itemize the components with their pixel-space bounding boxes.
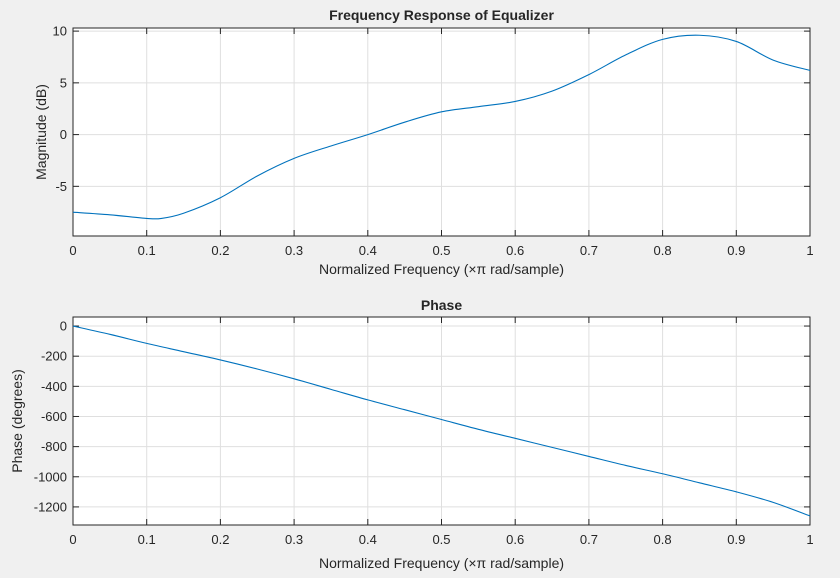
mag-data-point xyxy=(551,91,552,92)
mag-data-point xyxy=(72,212,73,213)
phase-data-point xyxy=(330,389,331,390)
phase-ytick-label: -1200 xyxy=(34,499,67,514)
mag-data-point xyxy=(588,74,589,75)
phase-xtick-label: 1 xyxy=(806,532,813,547)
phase-data-point xyxy=(109,334,110,335)
mag-data-point xyxy=(515,101,516,102)
mag-xtick-label: 0.3 xyxy=(285,243,303,258)
mag-xtick-label: 0.6 xyxy=(506,243,524,258)
mag-ytick-label: 5 xyxy=(60,75,67,90)
phase-data-point xyxy=(183,351,184,352)
phase-data-point xyxy=(441,419,442,420)
phase-data-point xyxy=(588,456,589,457)
mag-data-point xyxy=(257,175,258,176)
mag-xtick-label: 0.1 xyxy=(138,243,156,258)
mag-data-point xyxy=(294,158,295,159)
phase-ytick-label: -600 xyxy=(41,409,67,424)
mag-xtick-label: 1 xyxy=(806,243,813,258)
phase-xtick-label: 0.5 xyxy=(432,532,450,547)
mag-data-point xyxy=(662,39,663,40)
phase-data-point xyxy=(404,409,405,410)
phase-data-point xyxy=(662,473,663,474)
phase-xtick-label: 0.7 xyxy=(580,532,598,547)
mag-ytick-label: 0 xyxy=(60,127,67,142)
mag-xtick-label: 0.9 xyxy=(727,243,745,258)
mag-xtick-label: 0 xyxy=(69,243,76,258)
mag-xtick-label: 0.5 xyxy=(432,243,450,258)
phase-xtick-label: 0.4 xyxy=(359,532,377,547)
phase-xtick-label: 0.8 xyxy=(654,532,672,547)
mag-data-point xyxy=(441,111,442,112)
mag-data-point xyxy=(367,134,368,135)
phase-ytick-label: -1000 xyxy=(34,469,67,484)
phase-xtick-label: 0.3 xyxy=(285,532,303,547)
mag-data-point xyxy=(809,70,810,71)
phase-data-point xyxy=(146,343,147,344)
phase-xtick-label: 0.9 xyxy=(727,532,745,547)
phase-series-line xyxy=(72,325,811,517)
phase-data-point xyxy=(367,399,368,400)
mag-data-point xyxy=(478,106,479,107)
phase-chart-title: Phase xyxy=(421,297,462,313)
mag-data-point xyxy=(109,214,110,215)
phase-data-point xyxy=(478,429,479,430)
phase-data-point xyxy=(220,359,221,360)
phase-data-point xyxy=(551,447,552,448)
mag-ytick-label: -5 xyxy=(55,179,67,194)
phase-y-axis-label: Phase (degrees) xyxy=(9,369,25,473)
mag-data-point xyxy=(330,145,331,146)
mag-xtick-label: 0.7 xyxy=(580,243,598,258)
phase-data-point xyxy=(257,368,258,369)
mag-data-point xyxy=(161,218,162,219)
phase-data-point xyxy=(625,465,626,466)
phase-ytick-label: -400 xyxy=(41,379,67,394)
phase-xtick-label: 0.1 xyxy=(138,532,156,547)
phase-ytick-label: 0 xyxy=(60,319,67,334)
mag-data-point xyxy=(220,197,221,198)
mag-data-point xyxy=(736,41,737,42)
mag-data-point xyxy=(183,213,184,214)
phase-xtick-label: 0.6 xyxy=(506,532,524,547)
mag-data-point xyxy=(625,54,626,55)
mag-y-axis-label: Magnitude (dB) xyxy=(33,84,49,180)
mag-chart-title: Frequency Response of Equalizer xyxy=(329,7,554,23)
mag-xtick-label: 0.8 xyxy=(654,243,672,258)
mag-data-point xyxy=(773,59,774,60)
phase-xtick-label: 0 xyxy=(69,532,76,547)
phase-x-axis-label: Normalized Frequency (×π rad/sample) xyxy=(319,555,564,571)
mag-x-axis-label: Normalized Frequency (×π rad/sample) xyxy=(319,261,564,277)
phase-ytick-label: -200 xyxy=(41,349,67,364)
phase-data-point xyxy=(515,438,516,439)
mag-data-point xyxy=(699,35,700,36)
mag-ytick-label: 10 xyxy=(53,24,67,39)
phase-data-point xyxy=(773,502,774,503)
mag-data-point xyxy=(146,218,147,219)
mag-data-point xyxy=(404,122,405,123)
phase-data-point xyxy=(699,482,700,483)
mag-xtick-label: 0.4 xyxy=(359,243,377,258)
phase-data-point xyxy=(809,515,810,516)
phase-ytick-label: -800 xyxy=(41,439,67,454)
phase-data-point xyxy=(736,491,737,492)
mag-series-line xyxy=(72,34,811,220)
phase-data-point xyxy=(72,325,73,326)
phase-data-point xyxy=(294,378,295,379)
mag-xtick-label: 0.2 xyxy=(211,243,229,258)
phase-xtick-label: 0.2 xyxy=(211,532,229,547)
